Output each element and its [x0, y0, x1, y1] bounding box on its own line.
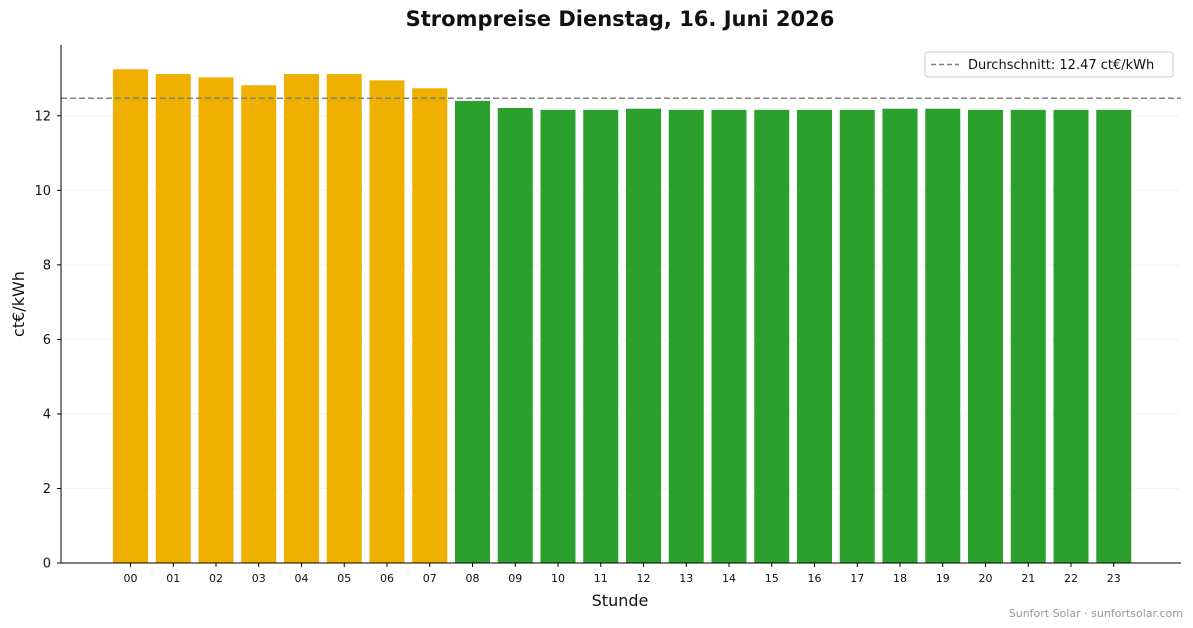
- x-tick-label: 01: [166, 572, 180, 585]
- bar-hour-18: [882, 108, 918, 563]
- x-tick-label: 09: [508, 572, 522, 585]
- y-tick-label: 0: [43, 557, 51, 572]
- x-tick-label: 02: [209, 572, 223, 585]
- bar-hour-16: [797, 109, 832, 563]
- x-tick-label: 23: [1107, 572, 1121, 585]
- bar-hour-02: [198, 77, 234, 564]
- y-tick-label: 6: [43, 333, 51, 348]
- y-tick-labels: 0 2 4 6 8 10 12: [34, 109, 61, 572]
- x-tick-label: 08: [466, 572, 480, 585]
- bar-hour-13: [668, 109, 704, 563]
- x-axis-label: Stunde: [592, 591, 649, 610]
- x-tick-label: 19: [936, 572, 950, 585]
- x-tick-label: 04: [295, 572, 309, 585]
- legend-box: [924, 51, 1174, 78]
- y-axis-label: ct€/kWh: [9, 271, 28, 337]
- y-tick-label: 10: [34, 184, 51, 199]
- bar-hour-20: [968, 109, 1003, 563]
- x-tick-label: 22: [1064, 572, 1078, 585]
- x-tick-label: 16: [808, 572, 822, 585]
- legend: Durchschnitt: 12.47 ct€/kWh: [924, 51, 1174, 78]
- bar-hour-09: [497, 107, 533, 563]
- x-tick-label: 15: [765, 572, 779, 585]
- x-tick-label: 14: [722, 572, 736, 585]
- y-tick-label: 2: [43, 482, 51, 497]
- bar-hour-03: [241, 85, 277, 563]
- y-tick-label: 4: [43, 407, 51, 422]
- x-tick-label: 03: [252, 572, 266, 585]
- x-tick-label: 07: [423, 572, 437, 585]
- bar-hour-06: [369, 80, 405, 563]
- x-tick-label: 05: [337, 572, 351, 585]
- bar-hour-07: [412, 88, 448, 564]
- bar-hour-15: [754, 109, 790, 563]
- x-tick-label: 13: [679, 572, 693, 585]
- bar-hour-05: [326, 74, 362, 563]
- x-tick-label: 17: [850, 572, 864, 585]
- axes: [60, 45, 1181, 564]
- y-tick-label: 12: [34, 109, 51, 124]
- footer-credit: Sunfort Solar · sunfortsolar.com: [1008, 607, 1183, 620]
- x-tick-label: 10: [551, 572, 565, 585]
- x-tick-label: 11: [594, 572, 608, 585]
- x-tick-label: 18: [893, 572, 907, 585]
- bar-hour-04: [284, 74, 319, 563]
- bar-hour-21: [1010, 109, 1046, 563]
- bar-hour-11: [583, 109, 619, 563]
- x-tick-label: 21: [1021, 572, 1035, 585]
- bar-hour-01: [155, 74, 191, 563]
- chart-title: Strompreise Dienstag, 16. Juni 2026: [406, 7, 835, 31]
- x-tick-label: 12: [637, 572, 651, 585]
- bar-hour-10: [540, 109, 576, 563]
- x-tick-labels: 00 01 02 03 04 05 06 07 08 09 10 11 12 13 14 15 16 17 18 19…: [124, 563, 1121, 585]
- bar-hour-14: [711, 109, 747, 563]
- bar-hour-17: [839, 109, 875, 563]
- x-tick-label: 20: [979, 572, 993, 585]
- bar-hour-22: [1053, 109, 1089, 563]
- legend-average-label: Durchschnitt: 12.47 ct€/kWh: [968, 58, 1154, 73]
- x-tick-label: 06: [380, 572, 394, 585]
- x-tick-label: 00: [124, 572, 138, 585]
- bar-hour-19: [925, 108, 961, 563]
- grid-lines: [61, 115, 1181, 489]
- bar-hour-00: [113, 69, 148, 563]
- bar-hour-23: [1096, 109, 1132, 563]
- y-tick-label: 8: [43, 258, 51, 273]
- bar-hour-12: [626, 108, 661, 563]
- bar-hour-08: [455, 100, 490, 563]
- bars: [113, 69, 1132, 564]
